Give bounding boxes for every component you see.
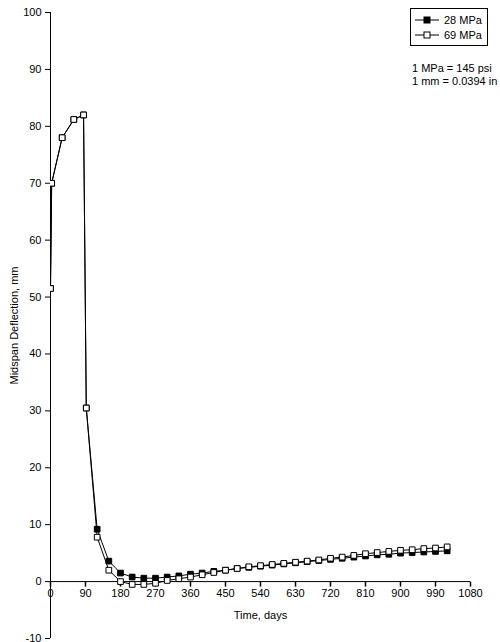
svg-text:50: 50 — [29, 291, 41, 303]
svg-text:90: 90 — [79, 587, 91, 599]
svg-text:360: 360 — [181, 587, 199, 599]
svg-text:40: 40 — [29, 347, 41, 359]
svg-text:630: 630 — [286, 587, 304, 599]
html-text:1 mm = 0.0394 in: 1 mm = 0.0394 in — [412, 75, 498, 87]
svg-text:Time, days: Time, days — [234, 609, 288, 621]
html-text:28 MPa: 28 MPa — [444, 13, 482, 26]
svg-text:540: 540 — [251, 587, 269, 599]
html-text:1 MPa = 145 psi: 1 MPa = 145 psi — [412, 62, 492, 74]
svg-text:270: 270 — [146, 587, 164, 599]
svg-text:0: 0 — [47, 587, 53, 599]
svg-text:-10: -10 — [26, 632, 42, 642]
svg-text:720: 720 — [321, 587, 339, 599]
svg-text:70: 70 — [29, 177, 41, 189]
svg-text:180: 180 — [111, 587, 129, 599]
svg-text:0: 0 — [35, 575, 41, 587]
svg-text:10: 10 — [29, 518, 41, 530]
svg-text:Midspan Deflection, mm: Midspan Deflection, mm — [8, 267, 20, 385]
svg-text:30: 30 — [29, 404, 41, 416]
svg-text:100: 100 — [23, 6, 41, 18]
svg-text:900: 900 — [391, 587, 409, 599]
svg-text:20: 20 — [29, 461, 41, 473]
svg-text:60: 60 — [29, 234, 41, 246]
svg-text:80: 80 — [29, 120, 41, 132]
svg-text:990: 990 — [426, 587, 444, 599]
svg-text:1080: 1080 — [458, 587, 482, 599]
svg-text:90: 90 — [29, 63, 41, 75]
html-text:69 MPa: 69 MPa — [444, 28, 482, 41]
svg-text:810: 810 — [356, 587, 374, 599]
svg-text:450: 450 — [216, 587, 234, 599]
